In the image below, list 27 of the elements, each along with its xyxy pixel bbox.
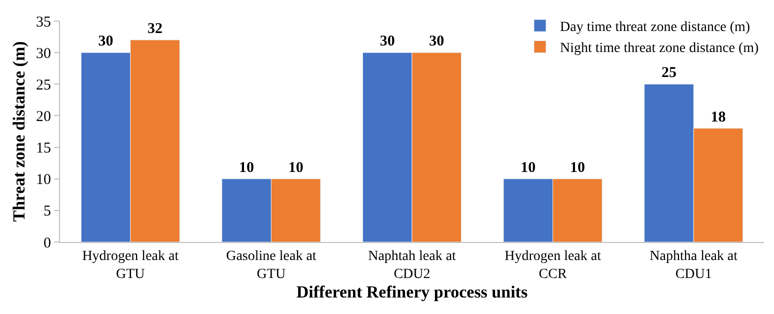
y-tick-label: 20 [36,108,51,125]
data-label: 10 [288,160,304,176]
x-tick-label: Hydrogen leak at GTU [82,248,179,282]
data-label: 10 [520,160,536,176]
data-label: 30 [429,34,444,50]
y-tick-label: 25 [36,77,51,94]
x-tick-label: Hydrogen leak at CCR [504,248,602,282]
legend-label: Night time threat zone distance (m) [560,41,759,56]
data-label: 25 [661,65,676,82]
x-axis-title: Different Refinery process units [296,282,528,302]
data-label: 10 [239,160,254,176]
data-label: 32 [148,20,163,37]
y-tick-label: 10 [36,172,51,188]
y-tick-label: 35 [36,14,51,30]
legend-label: Day time threat zone distance (m) [560,20,750,36]
data-label: 30 [98,34,114,50]
y-tick-label: 0 [44,235,51,252]
data-label: 10 [570,160,585,176]
y-tick-label: 5 [44,204,51,220]
x-tick-label: Naphtah leak at CDU2 [368,248,456,282]
y-tick-label: 30 [36,46,51,62]
y-axis-title: Threat zone distance (m) [10,41,29,222]
data-label: 30 [380,34,395,50]
y-tick-label: 15 [36,140,51,157]
x-tick-label: Gasoline leak at GTU [226,248,316,282]
data-label: 18 [710,109,726,126]
x-tick-label: Naphtha leak at CDU1 [650,248,738,282]
